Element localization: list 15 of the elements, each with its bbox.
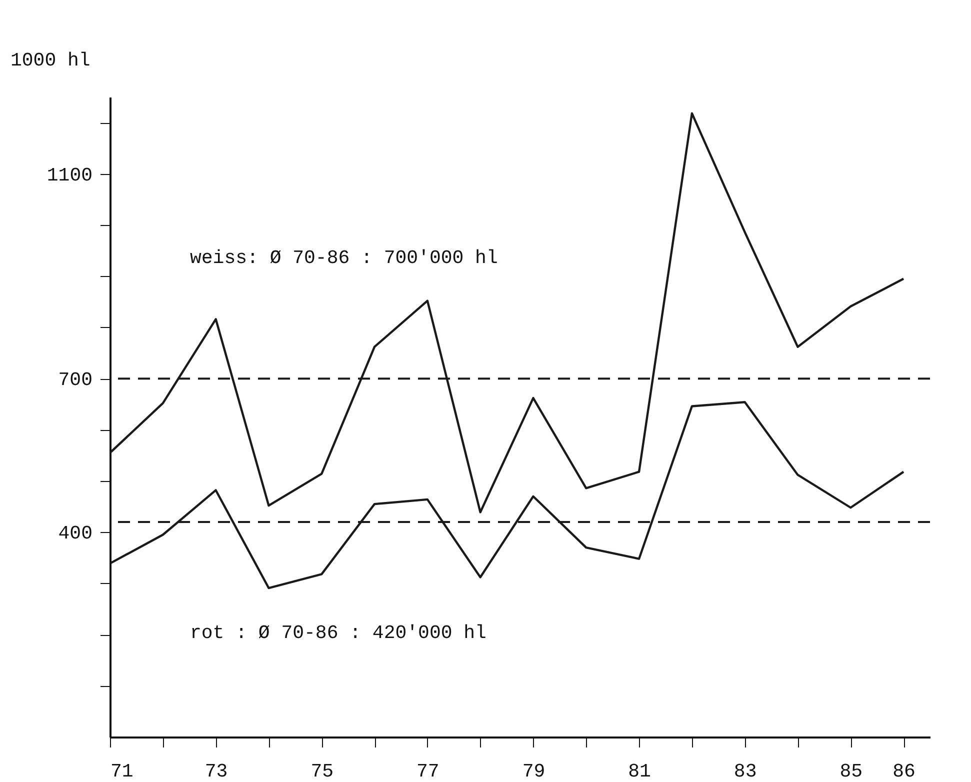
- y-tick-label: 1100: [46, 164, 92, 186]
- annotation: rot : Ø 70-86 : 420'000 hl: [190, 622, 486, 644]
- x-tick-label: 75: [310, 760, 334, 782]
- x-tick-label: 73: [204, 760, 228, 782]
- y-tick-label: 400: [58, 522, 92, 545]
- y-tick-label: 700: [58, 369, 92, 392]
- x-tick-label: 86: [892, 760, 916, 782]
- y-axis-title: 1000 hl: [10, 50, 90, 72]
- x-tick-label: 81: [628, 760, 651, 782]
- annotation: weiss: Ø 70-86 : 700'000 hl: [190, 247, 498, 269]
- x-tick-label: 77: [416, 760, 440, 782]
- x-tick-label: 79: [522, 760, 546, 782]
- x-tick-label: 83: [734, 760, 757, 782]
- x-tick-label: 85: [840, 760, 863, 782]
- x-tick-label: 71: [110, 760, 134, 782]
